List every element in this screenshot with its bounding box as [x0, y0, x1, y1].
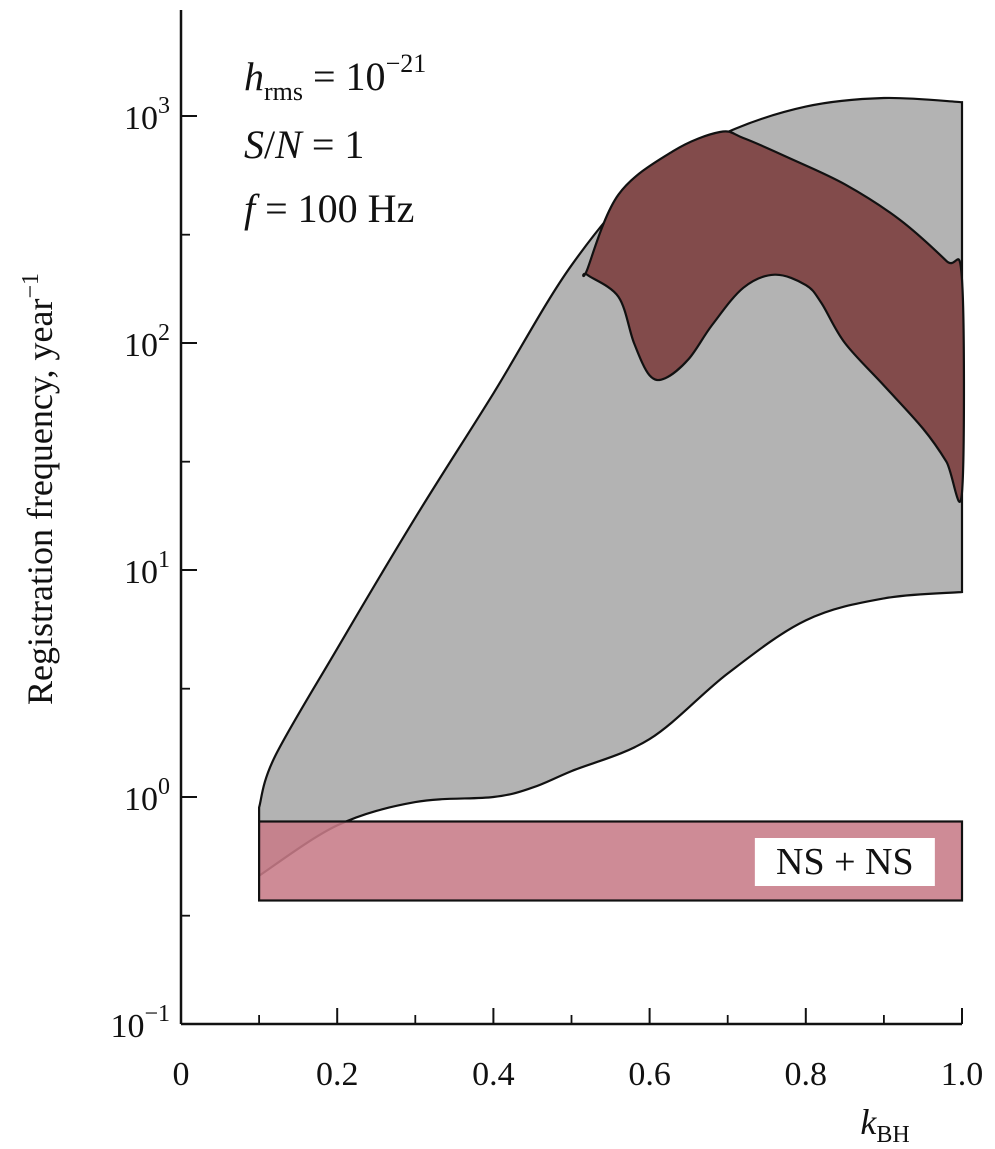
x-tick-labels: 0 0.2 0.4 0.6 0.8 1.0: [173, 1056, 984, 1093]
y-tick-label: 101: [124, 547, 170, 591]
x-tick-label: 0.6: [628, 1056, 671, 1093]
ns-band-label: NS + NS: [776, 841, 914, 883]
y-tick-label: 10−1: [110, 1001, 170, 1045]
y-axis-title-main: Registration frequency, year: [20, 299, 60, 706]
annotations: hrms = 10−21 S/N = 1 f = 100 Hz: [244, 49, 426, 231]
ns-band-label-bg: [754, 837, 935, 886]
tick-marks: [181, 115, 963, 1025]
y-axis-title: Registration frequency, year−1: [18, 273, 60, 705]
y-axis-title-sup: −1: [18, 273, 44, 299]
x-axis-title-sub: BH: [876, 1122, 909, 1148]
bh-region: [258, 96, 964, 878]
x-axis-title-main: k: [860, 1102, 877, 1142]
x-tick-label: 0.8: [785, 1056, 828, 1093]
high-spin-region: [582, 130, 966, 503]
x-axis-title: kBH: [860, 1102, 909, 1148]
x-tick-label: 0: [173, 1056, 190, 1093]
ns-band-label-group: NS + NS: [754, 837, 935, 886]
annotation-line: f = 100 Hz: [244, 186, 414, 231]
y-tick-label: 100: [124, 774, 170, 818]
y-tick-label: 103: [124, 93, 170, 137]
y-tick-labels: 10−1 100 101 102 103: [110, 93, 170, 1045]
x-tick-label: 0.2: [316, 1056, 359, 1093]
x-tick-label: 1.0: [941, 1056, 984, 1093]
x-tick-label: 0.4: [472, 1056, 515, 1093]
y-tick-label: 102: [124, 320, 170, 364]
annotation-line: hrms = 10−21: [244, 49, 426, 106]
annotation-line: S/N = 1: [244, 122, 364, 167]
